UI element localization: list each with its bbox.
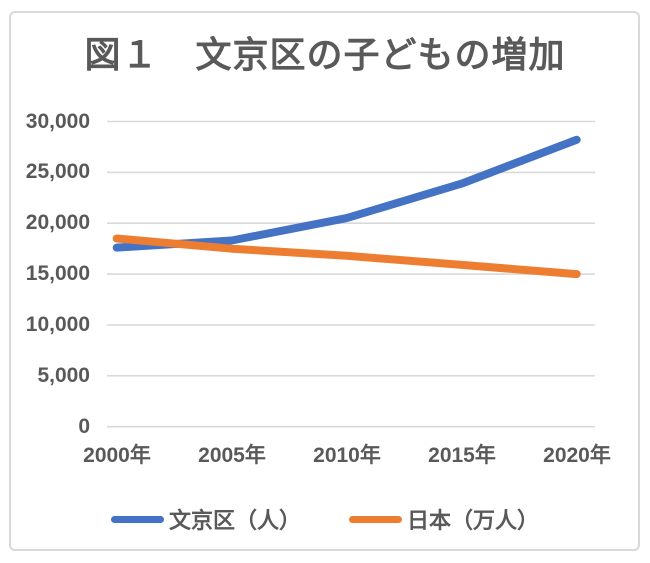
legend-item-bunkyo: 文京区（人） [110, 503, 301, 535]
y-axis-tick-label: 0 [78, 414, 90, 438]
x-axis-tick-label: 2015年 [428, 444, 496, 467]
y-axis-tick-label: 10,000 [25, 313, 90, 336]
chart-legend: 文京区（人） 日本（万人） [0, 503, 650, 535]
legend-line-swatch-bunkyo [110, 515, 164, 523]
x-axis-tick-label: 2000年 [83, 444, 151, 467]
y-axis-tick-label: 15,000 [25, 262, 90, 286]
legend-label: 文京区（人） [168, 508, 301, 533]
legend-label: 日本（万人） [407, 508, 540, 533]
x-axis-tick-label: 2020年 [543, 444, 611, 467]
chart-title: 図１ 文京区の子どもの増加 [84, 34, 566, 75]
chart-frame [9, 11, 640, 551]
y-axis-tick-label: 20,000 [25, 211, 90, 235]
x-axis-tick-label: 2010年 [313, 444, 381, 467]
x-axis-tick-label: 2005年 [198, 444, 266, 467]
y-axis-tick-label: 25,000 [25, 160, 90, 184]
legend-item-japan: 日本（万人） [349, 503, 539, 535]
y-axis-tick-label: 5,000 [37, 363, 90, 387]
y-axis-tick-label: 30,000 [25, 109, 90, 133]
legend-line-swatch-japan [349, 515, 402, 523]
